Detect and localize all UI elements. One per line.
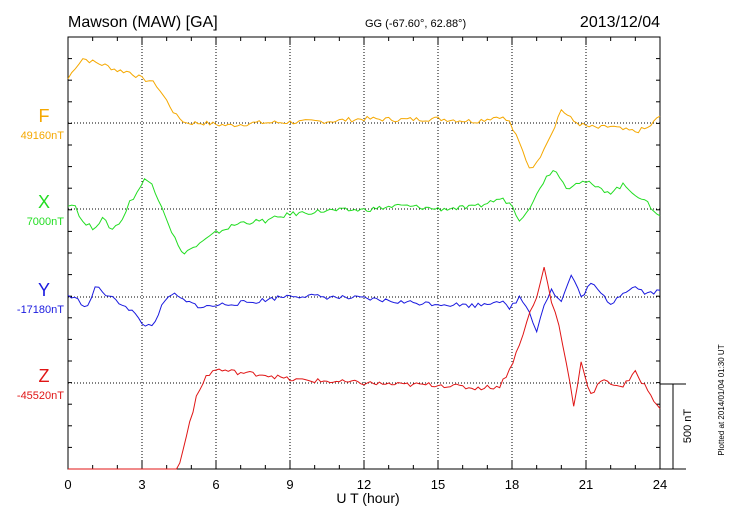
series-line-x [67,169,661,255]
baseline-label-y: -17180nT [17,304,64,316]
series-name-x: X [38,192,50,212]
series-name-y: Y [38,280,50,300]
x-axis-label: U T (hour) [336,490,399,506]
axis-ticks: 0 3 6 9 12 15 18 21 24 [64,37,667,492]
plotted-at-note: Plotted at 2014/01/04 01:30 UT [717,344,726,455]
station-coords: GG (-67.60°, 62.88°) [365,18,466,30]
series-line-y [67,274,661,334]
x-tick-label: 6 [212,477,219,492]
baseline-label-f: 49160nT [21,130,65,142]
x-tick-label: 12 [357,477,371,492]
x-tick-label: 3 [138,477,145,492]
x-tick-label: 15 [431,477,445,492]
station-title: Mawson (MAW) [GA] [68,14,218,31]
series-labels: F 49160nT X 7000nT Y -17180nT Z -45520nT [17,106,64,402]
baseline-label-x: 7000nT [27,216,65,228]
series-name-z: Z [39,366,50,386]
series-name-f: F [39,106,50,126]
scale-bar-label: 500 nT [682,409,694,444]
x-tick-label: 21 [579,477,593,492]
chart-date: 2013/12/04 [580,14,660,31]
baseline-label-z: -45520nT [17,390,64,402]
x-tick-label: 24 [653,477,667,492]
series-line-z [68,266,661,470]
grid-lines [68,37,660,469]
x-tick-label: 9 [286,477,293,492]
scale-bar: 500 nT [660,383,694,470]
x-tick-label: 18 [505,477,519,492]
x-tick-label: 0 [64,477,71,492]
series-lines [67,58,661,470]
series-line-f [67,58,661,169]
